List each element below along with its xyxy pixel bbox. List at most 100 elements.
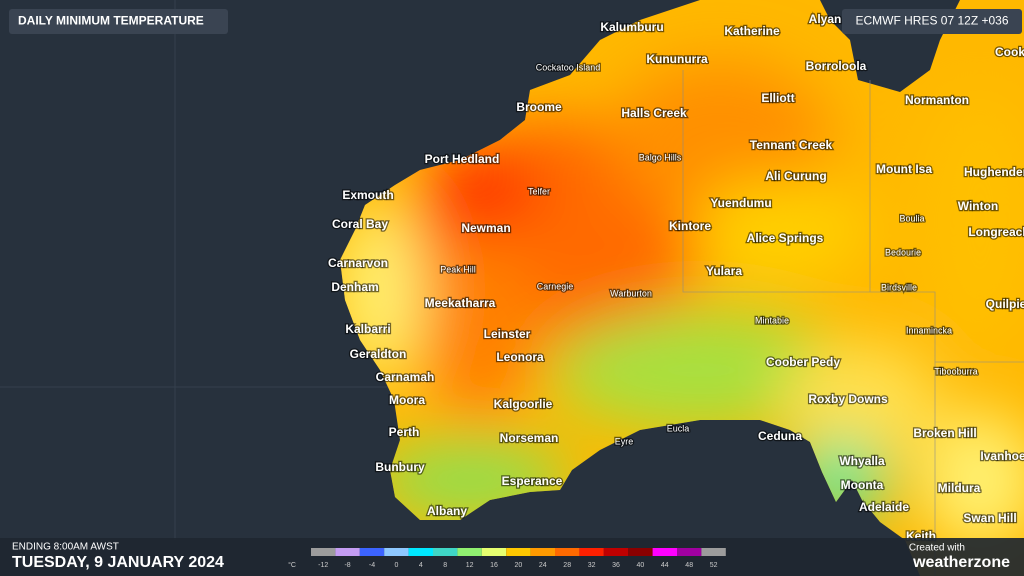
legend-swatch [408,548,433,556]
place-label: Kalbarri [345,322,390,336]
legend-swatch [384,548,409,556]
legend-swatch [579,548,604,556]
legend-value: 52 [710,562,718,569]
place-label: Telfer [528,186,550,196]
place-label: Newman [461,221,510,235]
date-label: TUESDAY, 9 JANUARY 2024 [12,554,224,571]
place-label: Coral Bay [332,217,388,231]
place-label: Roxby Downs [808,392,888,406]
place-label: Yulara [706,264,742,278]
footer-bar [0,538,1024,576]
legend-value: 44 [661,562,669,569]
brand-logo: weatherzone [912,554,1010,571]
place-label: Bedourie [885,247,921,257]
legend-value: 4 [419,562,423,569]
place-label: Geraldton [350,347,407,361]
legend-swatch [555,548,580,556]
place-label: Yuendumu [710,196,771,210]
legend-swatch [652,548,677,556]
place-label: Mintabie [755,315,789,325]
place-label: Leinster [484,327,531,341]
place-label: Carnarvon [328,256,388,270]
legend-swatch [335,548,360,556]
legend-swatch [701,548,726,556]
place-label: Innamincka [906,325,952,335]
legend-swatch [311,548,336,556]
state-borders [682,70,1024,576]
place-label: Eyre [615,436,634,446]
place-label: Ivanhoe [980,449,1024,463]
place-label: Boulia [899,213,924,223]
place-label: Longreach [968,225,1024,239]
legend-value: 32 [588,562,596,569]
place-label: Bunbury [375,460,425,474]
place-label: Alyan [809,12,842,26]
legend-value: -12 [318,562,328,569]
place-label: Moora [389,393,425,407]
period-label: ENDING 8:00AM AWST [12,542,119,553]
place-label: Swan Hill [963,511,1016,525]
title-box [9,9,228,34]
place-label: Meekatharra [425,296,496,310]
place-label: Cook [995,45,1024,59]
place-label: Kalgoorlie [494,397,553,411]
place-label: Ali Curung [765,169,826,183]
place-label: Exmouth [342,188,393,202]
legend-swatch [506,548,531,556]
legend-swatch [628,548,653,556]
legend-swatch [359,548,385,556]
place-label: Hughenden [964,165,1024,179]
place-label: Quilpie [986,297,1024,311]
legend: -12 -8 -4 0 4 8 12 16 20 24 28 32 36 40 44 48 52 [311,548,726,569]
place-label: Peak Hill [440,264,476,274]
place-label: Albany [427,504,467,518]
place-label: Mildura [938,481,981,495]
place-label: Katherine [724,24,780,38]
place-label: Whyalla [839,454,885,468]
place-label: Kintore [669,219,711,233]
place-label: Carnamah [376,370,435,384]
place-label: Balgo Hills [639,152,682,162]
place-label: Carnegie [537,281,574,291]
legend-value: -4 [369,562,375,569]
place-label: Kununurra [646,52,708,66]
place-label: Borroloola [806,59,867,73]
place-label: Birdsville [881,282,917,292]
place-label: Esperance [502,474,563,488]
model-box [842,9,1022,34]
model-label: ECMWF HRES 07 12Z +036 [855,14,1008,28]
legend-value: 28 [563,562,571,569]
place-label: Winton [958,199,999,213]
place-label: Alice Springs [747,231,824,245]
place-label: Cockatoo Island [536,62,601,72]
map-title: DAILY MINIMUM TEMPERATURE [18,14,204,28]
place-label: Elliott [761,91,794,105]
legend-unit: °C [288,561,296,569]
legend-swatch [677,548,702,556]
place-label: Leonora [496,350,544,364]
place-label: Eucla [667,423,690,433]
legend-swatch [481,548,507,556]
place-label: Broken Hill [913,426,976,440]
place-label: Adelaide [859,500,909,514]
legend-swatch [433,548,458,556]
legend-value: -8 [344,562,350,569]
legend-value: 36 [612,562,620,569]
place-label: Coober Pedy [766,355,840,369]
place-label: Normanton [905,93,969,107]
legend-value: 24 [539,562,547,569]
place-label: Kalumburu [600,20,663,34]
place-label: Halls Creek [621,106,687,120]
legend-swatch [530,548,555,556]
place-label: Tibooburra [934,366,977,376]
legend-swatch [457,548,482,556]
place-label: Moonta [841,478,884,492]
legend-value: 12 [466,562,474,569]
legend-value: 40 [637,562,645,569]
legend-value: 16 [490,562,498,569]
place-label: Mount Isa [876,162,932,176]
legend-value: 8 [443,562,447,569]
place-label: Tennant Creek [750,138,833,152]
place-label: Broome [516,100,562,114]
